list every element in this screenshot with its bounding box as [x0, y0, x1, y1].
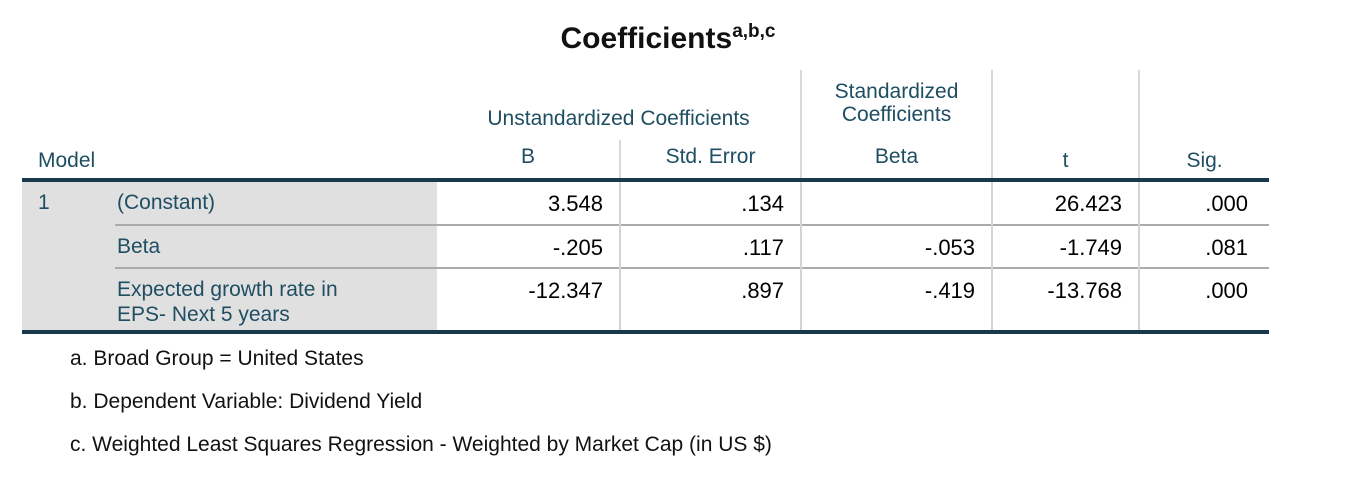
value-beta	[800, 178, 993, 225]
spanner-empty-sig	[1138, 70, 1270, 140]
value-sig: .000	[1138, 267, 1270, 334]
value-t: 26.423	[991, 178, 1140, 225]
footnotes: a. Broad Group = United States b. Depend…	[70, 347, 1364, 457]
column-header-beta: Beta	[800, 140, 993, 180]
value-b: -.205	[437, 224, 621, 268]
column-header-sig: Sig.	[1138, 140, 1270, 180]
coefficients-table: Model Unstandardized Coefficients Standa…	[22, 70, 1270, 334]
value-sig: .000	[1138, 178, 1270, 225]
value-std-error: .897	[619, 267, 802, 334]
table-row: Beta -.205 .117 -.053 -1.749 .081	[22, 224, 1270, 268]
spanner-empty-t	[991, 70, 1140, 140]
value-std-error: .134	[619, 178, 802, 225]
predictor-label-growth: Expected growth rate in EPS- Next 5 year…	[115, 267, 438, 334]
value-sig: .081	[1138, 224, 1270, 268]
value-b: -12.347	[437, 267, 621, 334]
value-t: -13.768	[991, 267, 1140, 334]
value-beta: -.419	[800, 267, 993, 334]
header-row-spanners: Model Unstandardized Coefficients Standa…	[22, 70, 1270, 172]
spanner-standardized-coefficients: Standardized Coefficients	[800, 70, 993, 140]
table-title: Coefficientsa,b,c	[0, 0, 1336, 56]
column-header-b: B	[521, 145, 536, 168]
value-t: -1.749	[991, 224, 1140, 268]
value-b: 3.548	[437, 178, 621, 225]
footnote-c: c. Weighted Least Squares Regression - W…	[70, 433, 772, 456]
header-row-columns: B Std. Error Beta t Sig.	[22, 140, 1270, 180]
predictor-label-beta: Beta	[115, 224, 438, 268]
predictor-label-constant: (Constant)	[115, 178, 438, 225]
column-header-std-error: Std. Error	[619, 140, 802, 180]
model-number-cell: 1	[22, 178, 115, 334]
column-header-model: Model	[38, 149, 96, 172]
footnote-a: a. Broad Group = United States	[70, 347, 364, 370]
table-row: Expected growth rate in EPS- Next 5 year…	[22, 267, 1270, 334]
footnote-b: b. Dependent Variable: Dividend Yield	[70, 390, 423, 413]
value-std-error: .117	[619, 224, 802, 268]
value-beta: -.053	[800, 224, 993, 268]
table-title-footnote-marks: a,b,c	[732, 21, 776, 42]
table-title-text: Coefficients	[560, 22, 733, 55]
table-row: 1 (Constant) 3.548 .134 26.423 .000	[22, 178, 1270, 334]
column-header-t: t	[991, 140, 1140, 180]
spanner-unstandardized-coefficients: Unstandardized Coefficients	[487, 107, 750, 130]
